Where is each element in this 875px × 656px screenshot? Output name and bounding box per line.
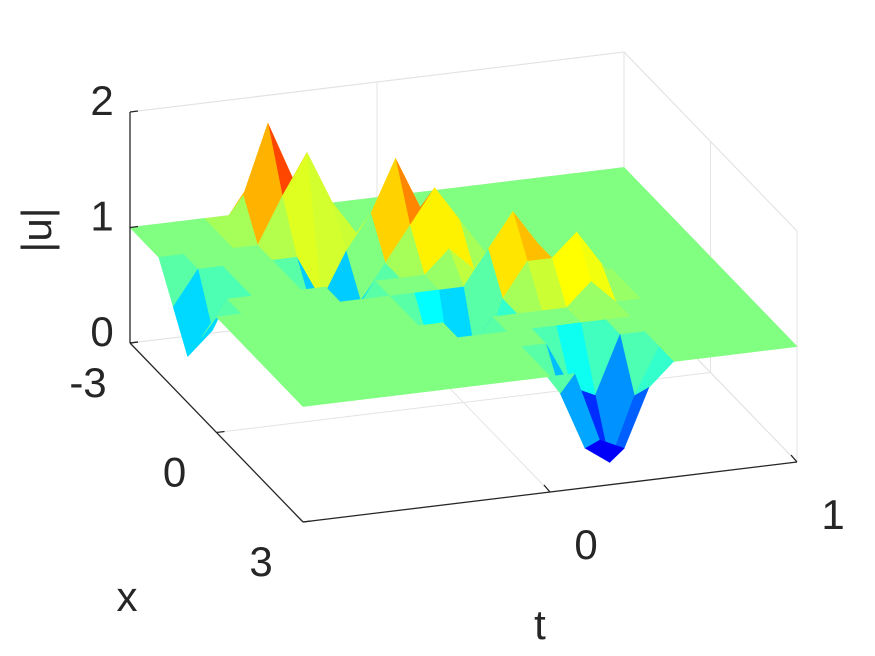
x-tick-label: -3: [69, 359, 106, 406]
t-tick: [790, 454, 798, 463]
surface: [129, 122, 798, 464]
surface-patch: [287, 388, 329, 407]
t-tick-label: 1: [821, 491, 844, 538]
x-tick: [129, 341, 139, 344]
x-axis-label: x: [117, 573, 138, 620]
z-tick: [129, 225, 139, 229]
x-tick: [216, 430, 225, 434]
z-tick: [129, 110, 139, 113]
x-tick: [302, 520, 312, 523]
t-axis-label: t: [534, 601, 546, 648]
z-tick-label: 1: [90, 193, 113, 240]
x-tick-label: 0: [163, 449, 186, 496]
z-tick-label: 2: [90, 77, 113, 124]
t-tick-label: 0: [574, 521, 597, 568]
t-tick: [543, 484, 551, 493]
front-layer: 012-303 01: [69, 77, 844, 585]
x-tick-label: 3: [249, 538, 272, 585]
z-axis-label: |u|: [13, 207, 60, 252]
z-tick-label: 0: [90, 308, 113, 355]
